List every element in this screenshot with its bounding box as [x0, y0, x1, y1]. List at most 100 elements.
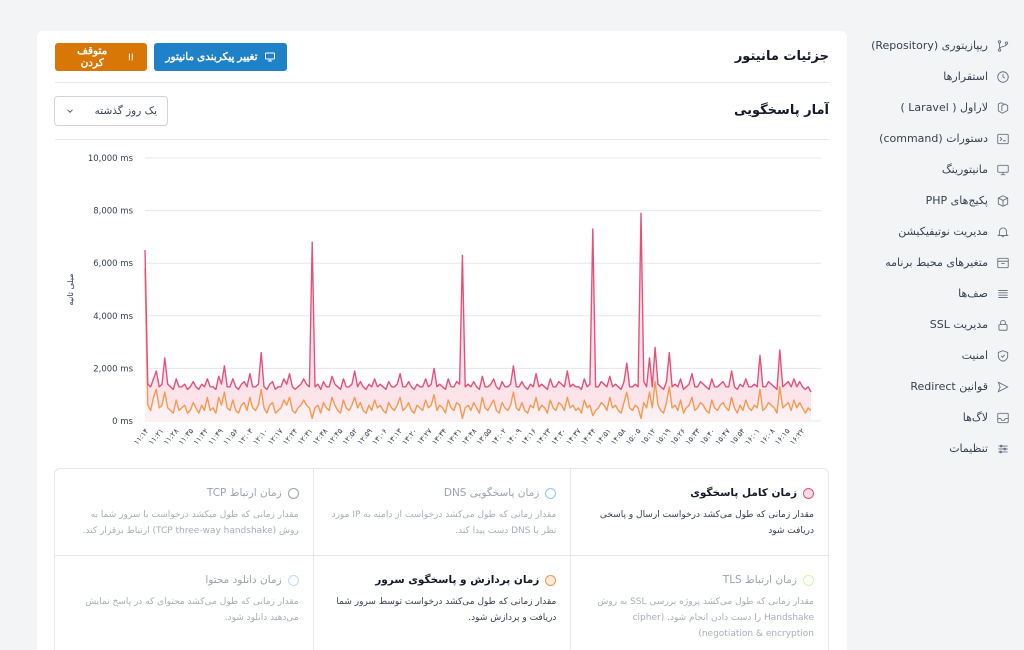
pause-button[interactable]: متوقف کردن: [55, 43, 147, 71]
sidebar-item-label: تنظیمات: [949, 442, 988, 455]
x-tick-label: ۱۱:۴۹: [206, 427, 225, 447]
metric-card[interactable]: زمان ارتباط TLS مقدار زمانی که طول می‌کشد…: [570, 556, 828, 650]
x-tick-label: ۱۳:۴۸: [460, 427, 479, 447]
metric-title: زمان ارتباط TLS: [722, 574, 797, 586]
metric-description: مقدار زمانی که طول می‌کشد پروژه بررسی SS…: [597, 597, 814, 639]
x-tick-label: ۱۵:۰۵: [624, 427, 643, 447]
x-tick-label: ۱۲:۰۳: [236, 427, 255, 447]
change-monitor-plan-button[interactable]: تغییر پیکربندی مانیتور: [154, 43, 287, 71]
metric-title: زمان دانلود محتوا: [205, 574, 282, 586]
sidebar-item-clock[interactable]: استقرارها: [852, 61, 1024, 92]
shield-icon: [997, 349, 1009, 362]
x-tick-label: ۱۲:۵۲: [340, 427, 359, 447]
legend-dot[interactable]: [287, 574, 299, 586]
terminal-icon: [997, 133, 1009, 144]
inbox-icon: [997, 412, 1009, 423]
send-icon: [997, 380, 1009, 393]
y-tick-label: 8,000 ms: [93, 207, 133, 217]
x-tick-label: ۱۴:۰۲: [489, 427, 508, 447]
change-monitor-plan-label: تغییر پیکربندی مانیتور: [165, 51, 258, 63]
x-tick-label: ۱۳:۳۴: [430, 427, 449, 447]
stats-title: آمار پاسخگویی: [733, 103, 829, 118]
x-tick-label: ۱۱:۲۸: [161, 427, 180, 447]
sidebar-item-shield[interactable]: امنیت: [852, 340, 1024, 371]
x-tick-label: ۱۲:۴۵: [325, 427, 344, 447]
metric-description: مقدار زمانی که طول می‌کشد محتوای که در پ…: [85, 597, 299, 623]
metrics-grid: زمان کامل پاسخگوی مقدار زمانی که طول می‌ک…: [54, 468, 829, 650]
metric-title: زمان پاسخگویی DNS: [443, 487, 540, 499]
package-icon: [997, 194, 1009, 207]
legend-dot[interactable]: [545, 574, 557, 586]
x-tick-label: ۱۱:۱۴: [132, 427, 151, 447]
x-tick-label: ۱۲:۱۷: [266, 427, 285, 447]
sidebar-item-queue[interactable]: صف‌ها: [852, 278, 1024, 309]
sidebar-item-label: استقرارها: [943, 70, 988, 83]
queue-icon: [998, 289, 1008, 298]
sidebar-item-package[interactable]: پکیج‌های PHP: [852, 185, 1024, 216]
chevron-down-icon: [67, 109, 73, 113]
metric-card[interactable]: زمان ارتباط TCP مقدار زمانی که طول میکشد …: [55, 469, 313, 556]
x-tick-label: ۱۴:۳۷: [564, 427, 583, 447]
sidebar-item-label: قوانین Redirect: [910, 380, 988, 393]
metric-description: مقدار زمانی که طول می‌کشد درخواست از دام…: [331, 510, 557, 536]
x-tick-label: ۱۵:۴۰: [698, 427, 717, 447]
sidebar-item-inbox[interactable]: لاگ‌ها: [852, 402, 1024, 433]
sidebar-item-sliders[interactable]: تنظیمات: [852, 433, 1024, 464]
x-tick-label: ۱۵:۴۷: [713, 427, 732, 447]
series-line-total: [144, 212, 812, 393]
sidebar-item-terminal[interactable]: دستورات (command): [852, 123, 1024, 154]
y-tick-label: 2,000 ms: [93, 364, 133, 374]
sidebar-item-label: مدیریت SSL: [929, 318, 988, 331]
sidebar-item-monitor[interactable]: مانیتورینگ: [852, 154, 1024, 185]
x-tick-label: ۱۴:۱۶: [519, 427, 538, 447]
x-tick-label: ۱۴:۳۰: [549, 427, 568, 447]
metric-header: زمان ارتباط TLS: [585, 574, 814, 586]
legend-dot[interactable]: [803, 487, 814, 499]
sidebar-item-git-branch[interactable]: ریپازیتوری (Repository): [852, 30, 1024, 61]
x-tick-label: ۱۳:۰۶: [370, 427, 389, 447]
sidebar: ریپازیتوری (Repository) استقرارها لاراول (…: [852, 30, 1024, 464]
metric-card[interactable]: زمان پردازش و پاسخگوی سرور مقدار زمانی که…: [312, 556, 571, 650]
x-tick-label: ۱۲:۲۴: [281, 427, 300, 447]
sidebar-item-label: دستورات (command): [879, 132, 988, 145]
x-tick-label: ۱۶:۲۲: [788, 427, 807, 447]
x-tick-label: ۱۵:۱۹: [653, 427, 672, 447]
time-range-value: یک روز گذشته: [94, 105, 157, 117]
x-tick-label: ۱۲:۳۱: [296, 427, 315, 447]
metric-description: مقدار زمانی که طول می‌کشد درخواست ارسال …: [599, 510, 814, 536]
metric-header: زمان پاسخگویی DNS: [328, 487, 557, 499]
x-tick-label: ۱۳:۲۰: [400, 427, 419, 447]
time-range-select[interactable]: یک روز گذشته: [54, 96, 168, 126]
x-tick-label: ۱۶:۰۸: [758, 427, 777, 447]
legend-dot[interactable]: [287, 487, 299, 499]
sidebar-item-laravel[interactable]: لاراول ( Laravel ): [852, 92, 1024, 123]
page-title: جزئیات مانیتور: [734, 49, 829, 64]
x-tick-label: ۱۲:۱۰: [251, 427, 270, 447]
x-tick-label: ۱۵:۱۲: [639, 427, 658, 447]
sidebar-item-send[interactable]: قوانین Redirect: [852, 371, 1024, 402]
x-tick-label: ۱۱:۴۲: [191, 427, 210, 447]
metric-header: زمان ارتباط TCP: [69, 487, 299, 499]
x-tick-label: ۱۱:۲۱: [147, 427, 166, 447]
metric-card[interactable]: زمان پاسخگویی DNS مقدار زمانی که طول می‌ک…: [312, 469, 571, 556]
metric-card[interactable]: زمان کامل پاسخگوی مقدار زمانی که طول می‌ک…: [570, 469, 828, 556]
y-tick-label: 10,000 ms: [88, 154, 134, 164]
divider: [55, 139, 829, 140]
sidebar-item-label: مانیتورینگ: [941, 163, 988, 176]
x-tick-label: ۱۴:۵۱: [594, 427, 613, 447]
legend-dot[interactable]: [545, 487, 557, 499]
legend-dot[interactable]: [803, 574, 814, 586]
metric-title: زمان پردازش و پاسخگوی سرور: [375, 574, 540, 586]
sidebar-item-lock[interactable]: مدیریت SSL: [852, 309, 1024, 340]
sidebar-item-label: متغیرهای محیط برنامه: [885, 256, 988, 269]
x-tick-label: ۱۳:۴۱: [445, 427, 464, 447]
sliders-icon: [998, 444, 1008, 453]
sidebar-item-bell[interactable]: مدیریت نوتیفیکیشن: [852, 216, 1024, 247]
x-tick-label: ۱۴:۴۴: [579, 427, 598, 447]
env-icon: [997, 257, 1009, 268]
sidebar-item-env[interactable]: متغیرهای محیط برنامه: [852, 247, 1024, 278]
header: جزئیات مانیتور تغییر پیکربندی مانیتور مت…: [55, 31, 829, 83]
metric-card[interactable]: زمان دانلود محتوا مقدار زمانی که طول می‌ک…: [55, 556, 313, 650]
git-branch-icon: [997, 39, 1009, 52]
sidebar-item-label: لاراول ( Laravel ): [900, 101, 989, 114]
